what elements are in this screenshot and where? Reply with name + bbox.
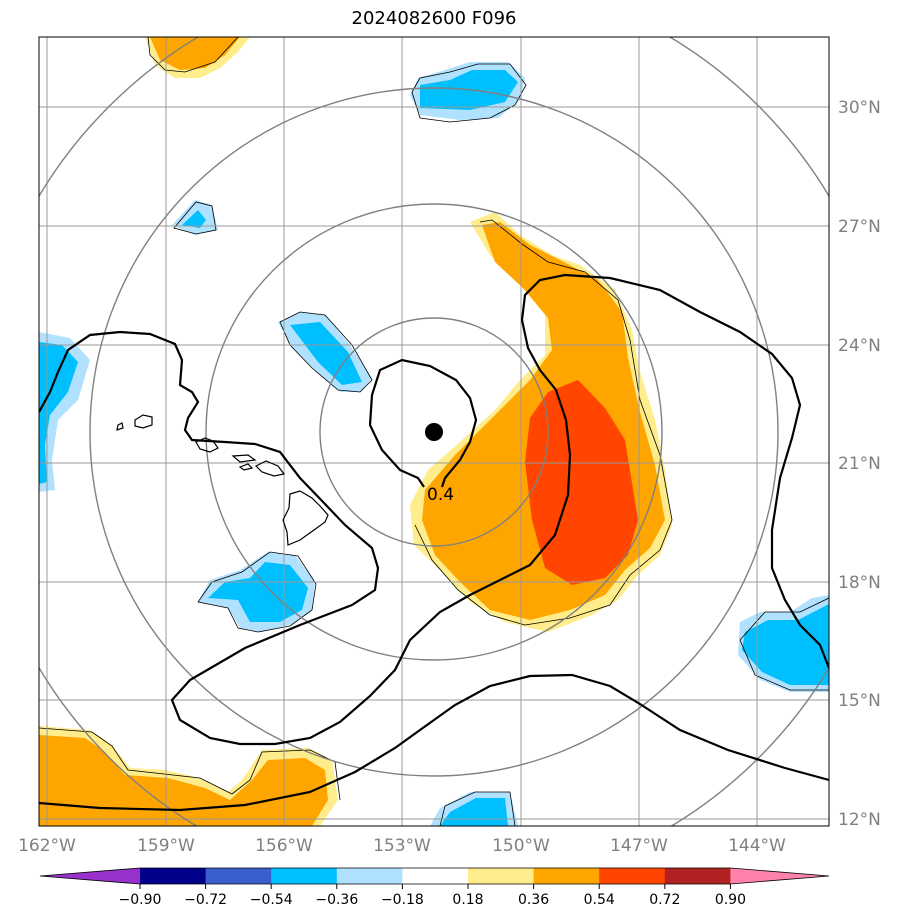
contour-center bbox=[368, 358, 478, 488]
colorbar-segment bbox=[205, 868, 272, 884]
colorbar-tick-label: 0.36 bbox=[518, 892, 549, 908]
colorbar-tick-label: −0.36 bbox=[315, 892, 358, 908]
lat-label: 18°N bbox=[838, 573, 881, 593]
colorbar-segment bbox=[271, 868, 338, 884]
lat-label: 12°N bbox=[838, 810, 881, 830]
storm-center-marker bbox=[425, 423, 443, 441]
contour-south bbox=[39, 673, 829, 812]
lon-label: 150°W bbox=[492, 836, 550, 856]
graticule bbox=[39, 37, 829, 826]
colorbar-tick-label: 0.18 bbox=[452, 892, 483, 908]
map-title: 2024082600 F096 bbox=[351, 8, 517, 29]
colorbar-tick-label: 0.90 bbox=[715, 892, 746, 908]
lon-label: 147°W bbox=[610, 836, 668, 856]
lat-label: 30°N bbox=[838, 98, 881, 118]
lat-labels: 30°N 27°N 24°N 21°N 18°N 15°N 12°N bbox=[838, 98, 881, 830]
colorbar-segment bbox=[664, 868, 731, 884]
lon-label: 162°W bbox=[18, 836, 76, 856]
colorbar-segment bbox=[468, 868, 535, 884]
shaded-field bbox=[39, 37, 829, 826]
colorbar: −0.90 −0.72 −0.54 −0.36 −0.18 0.18 0.36 0.54 0.7… bbox=[39, 867, 830, 908]
colorbar-tick-label: 0.54 bbox=[584, 892, 615, 908]
colorbar-segment bbox=[402, 868, 469, 884]
lon-label: 144°W bbox=[728, 836, 786, 856]
colorbar-tick-label: −0.90 bbox=[119, 892, 162, 908]
colorbar-tick-label: −0.54 bbox=[250, 892, 293, 908]
colorbar-tick-label: −0.72 bbox=[184, 892, 227, 908]
lat-label: 15°N bbox=[838, 691, 881, 711]
colorbar-segment bbox=[336, 868, 403, 884]
colorbar-segment bbox=[533, 868, 600, 884]
contour-lines bbox=[39, 273, 829, 812]
shading-outlines bbox=[39, 37, 829, 826]
coastlines bbox=[116, 414, 329, 546]
anomaly-core bbox=[525, 380, 638, 585]
lat-label: 27°N bbox=[838, 217, 881, 237]
lat-label: 24°N bbox=[838, 336, 881, 356]
lon-label: 159°W bbox=[137, 836, 195, 856]
lon-labels: 162°W 159°W 156°W 153°W 150°W 147°W 144°… bbox=[18, 836, 786, 856]
map-frame bbox=[38, 36, 830, 827]
colorbar-tick-label: −0.18 bbox=[381, 892, 424, 908]
lon-label: 153°W bbox=[373, 836, 431, 856]
colorbar-segment bbox=[140, 868, 207, 884]
lat-label: 21°N bbox=[838, 454, 881, 474]
lon-label: 156°W bbox=[255, 836, 313, 856]
colorbar-extend-high bbox=[730, 868, 829, 884]
contour-label: 0.4 bbox=[427, 485, 454, 505]
colorbar-segment bbox=[599, 868, 666, 884]
contour-west bbox=[39, 273, 829, 746]
colorbar-extend-low bbox=[40, 868, 140, 884]
range-rings bbox=[39, 37, 829, 826]
colorbar-tick-label: 0.72 bbox=[649, 892, 680, 908]
map-area: 0.4 bbox=[39, 37, 829, 826]
